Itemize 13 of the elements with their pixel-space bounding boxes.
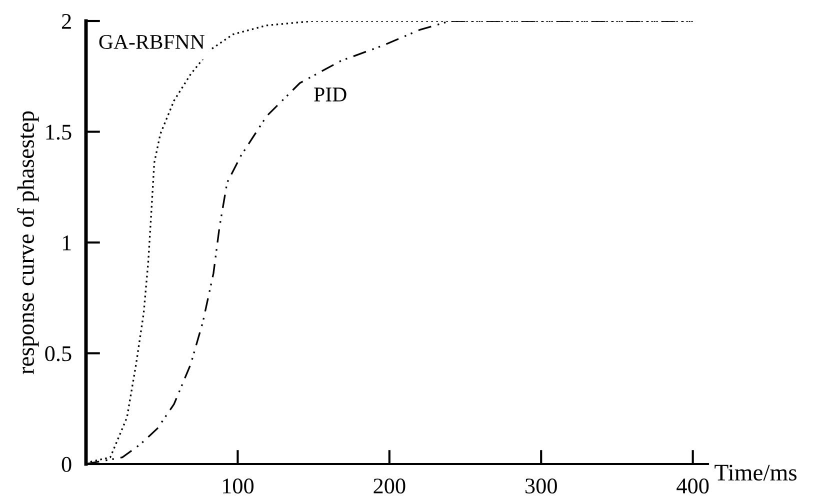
x-tick-label: 100 xyxy=(222,478,254,494)
series-label: PID xyxy=(314,88,346,102)
y-tick-label: 2 xyxy=(62,14,71,29)
y-tick-label: 0.5 xyxy=(45,346,72,362)
y-tick-label: 0 xyxy=(62,456,72,472)
x-axis-title: Time/ms xyxy=(714,464,796,481)
x-tick-label: 400 xyxy=(676,478,709,494)
series-label: GA-RBFNN xyxy=(99,34,204,49)
y-tick-label: 1 xyxy=(62,236,71,250)
y-axis-title: response curve of phasestep xyxy=(17,111,39,374)
y-tick-label: 1.5 xyxy=(46,124,72,140)
x-tick-label: 200 xyxy=(374,478,406,494)
x-tick-label: 300 xyxy=(526,478,557,494)
